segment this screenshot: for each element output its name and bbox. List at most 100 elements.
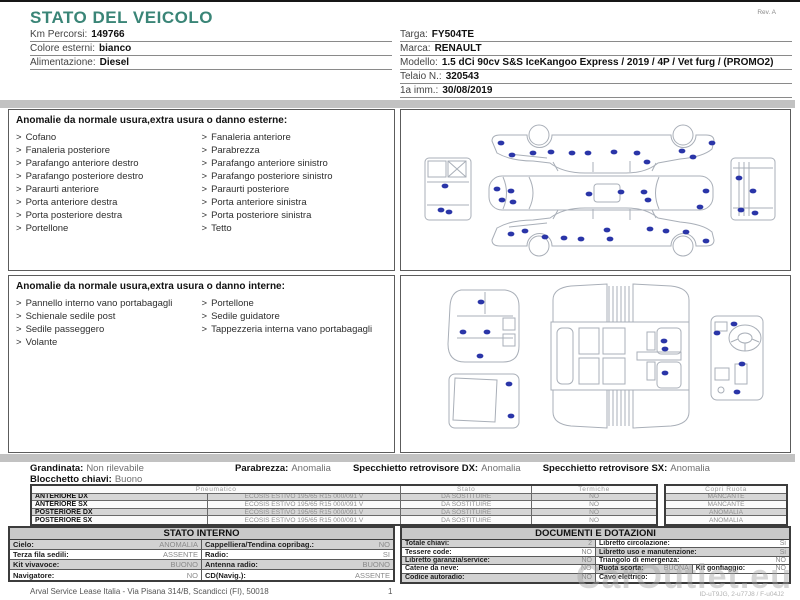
bullet-glyph: > [16,210,22,221]
bullet-glyph: > [201,324,208,335]
kv-label: CD(Navig.): [205,570,246,580]
damage-marker-dot [547,149,555,155]
damage-marker-dot [610,149,618,155]
anomaly-item: > Pannello interno vano portabagagli [16,297,202,310]
kv-row: Totale chiavi: 2 Libretto circolazione: Si [402,540,789,549]
anomaly-label: Volante [25,337,58,348]
external-anomalies-title: Anomalie da normale usura,extra usura o … [16,115,288,126]
kv-label: Totale chiavi: [405,540,450,548]
damage-marker-dot [689,154,697,160]
damage-marker-dot [529,150,537,156]
kv-value: 2 [588,540,592,548]
tyre-position: POSTERIORE DX [35,508,93,516]
bullet-glyph: > [16,223,22,234]
kv-pair: Tessere code: NO [402,548,595,556]
wheel-cover-value: ANOMALIA [708,508,744,516]
kv-label: Catene da neve: [405,565,459,573]
damage-markers-trunk [459,299,491,359]
bullet-glyph: > [16,158,22,169]
documents-equipment-rows: Totale chiavi: 2 Libretto circolazione: Si T… [402,540,789,582]
kv-pair: Radio: SI [201,550,393,559]
damage-marker-dot [661,370,669,376]
kv-row: Codice autoradio: NO Cavo elettrico: [402,573,789,582]
damage-marker-dot [603,227,611,233]
dashboard-view [710,315,764,401]
anomaly-label: Sedile guidatore [211,311,280,322]
damage-marker-dot [606,236,614,242]
tyre-thermal: NO [531,493,656,501]
tyre-table: Pneumatico Stato Termiche ANTERIORE DX EC… [30,484,658,526]
trunk-interior-view [447,289,520,363]
damage-marker-dot [509,199,517,205]
external-damage-diagram-box [400,109,791,271]
field-value: RENAULT [434,43,482,54]
kv-pair: Libretto garanzia/service: NO [402,556,595,565]
damage-marker-dot [477,299,485,305]
anomaly-label: Tetto [211,223,232,234]
anomaly-item: > Tetto [202,222,388,235]
anomaly-item: > Parafango anteriore sinistro [202,157,388,170]
internal-anomalies-title: Anomalie da normale usura,extra usura o … [16,281,285,292]
revision-label: Rev. A [757,9,776,16]
tyre-thermal: NO [531,516,656,524]
anomaly-item: > Sedile passeggero [16,323,202,336]
kv-row: Tessere code: NO Libretto uso e manutenzio… [402,548,789,557]
summary-left-column: Grandinata: Non rilevabile Blocchetto chia… [30,463,235,485]
kv-label: Terza fila sedili: [13,550,69,559]
damage-marker-dot [585,191,593,197]
tyre-table-header-row: Pneumatico Stato Termiche [32,486,656,494]
field-label: Alimentazione: [30,57,96,68]
kv-label: Tessere code: [405,548,452,556]
tyre-description: ECOSIS ESTIVO 195/65 R15 000/091 V [206,501,400,508]
kv-row: Navigatore: NO CD(Navig.): ASSENTE [10,570,393,580]
external-anomalies-box: Anomalie da normale usura,extra usura o … [8,109,395,271]
interior-state-rows: Cielo: ANOMALIA Cappelliera/Tendina coprib… [10,540,393,580]
damage-marker-dot [483,329,491,335]
damage-marker-dot [459,329,467,335]
kv-label: Libretto uso e manutenzione: [599,548,697,556]
anomaly-item: > Porta anteriore destra [16,196,202,209]
kv-pair: Cappelliera/Tendina copribag.: NO [201,540,393,549]
kv-pair: Terza fila sedili: ASSENTE [10,550,201,559]
internal-anomalies-col1: > Pannello interno vano portabagagli > Schi… [16,297,202,349]
bullet-glyph: > [201,223,208,234]
anomaly-item: > Cofano [16,131,202,144]
anomaly-label: Pannello interno vano portabagagli [25,298,173,309]
bullet-glyph: > [16,197,22,208]
wheel-cover-col-header: Copri Ruota [705,486,747,493]
interior-state-table: STATO INTERNO Cielo: ANOMALIA Cappelliera/… [8,526,395,582]
field-label: Telaio N.: [400,71,442,82]
anomaly-label: Schienale sedile post [25,311,116,322]
kv-pair: Navigatore: NO [10,570,201,580]
tyre-col-pneumatico: Pneumatico [195,486,237,493]
documents-equipment-table: DOCUMENTI E DOTAZIONI Totale chiavi: 2 Lib… [400,526,791,584]
kv-label: Libretto garanzia/service: [405,556,490,564]
kv-label: Ruota scorta: [598,565,644,573]
damage-marker-dot [476,353,484,359]
damage-marker-dot [749,188,757,194]
summary-pair: Specchietto retrovisore DX: Anomalia [353,463,521,485]
kv-row: Catene da neve: NO Ruota scorta: BUONA Kit g… [402,565,789,574]
damage-marker-dot [702,238,710,244]
tyre-state: DA SOSTITUIRE [400,493,531,501]
anomaly-item: > Paraurti anteriore [16,183,202,196]
anomaly-label: Parafango anteriore destro [25,158,139,169]
damage-marker-dot [521,228,529,234]
kv-label: Cappelliera/Tendina copribag.: [205,540,315,549]
field-label: 1a imm.: [400,85,439,96]
summary-label: Specchietto retrovisore SX: [542,463,668,474]
kv-row: Cielo: ANOMALIA Cappelliera/Tendina coprib… [10,540,393,550]
kv-pair: Libretto circolazione: Si [595,540,789,548]
tailgate-rear-view [448,373,520,429]
summary-label: Parabrezza: [235,463,289,474]
bullet-glyph: > [16,145,22,156]
kv-label: Radio: [205,550,229,559]
damage-markers-cabin [660,338,669,376]
tyre-state: DA SOSTITUIRE [400,501,531,508]
bullet-glyph: > [201,171,208,182]
anomaly-label: Cofano [25,132,57,143]
damage-marker-dot [507,231,515,237]
cabin-plan-view [550,283,690,429]
footer-address: Arval Service Lease Italia - Via Pisana … [30,587,269,596]
